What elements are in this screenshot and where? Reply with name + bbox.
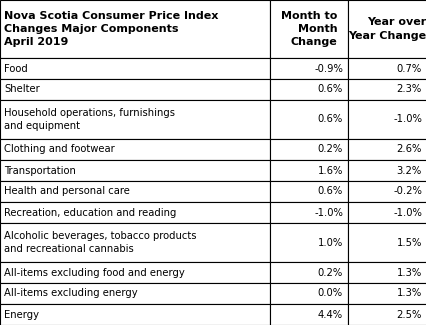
Bar xyxy=(347,79,426,100)
Text: Transportation: Transportation xyxy=(4,165,76,176)
Bar xyxy=(347,202,426,223)
Text: Alcoholic beverages, tobacco products
and recreational cannabis: Alcoholic beverages, tobacco products an… xyxy=(4,231,196,254)
Text: 4.4%: 4.4% xyxy=(317,309,342,319)
Bar xyxy=(347,304,426,325)
Text: Clothing and footwear: Clothing and footwear xyxy=(4,145,115,154)
Bar xyxy=(0,79,269,100)
Bar xyxy=(269,262,347,283)
Bar xyxy=(347,283,426,304)
Bar xyxy=(347,100,426,139)
Bar xyxy=(0,160,269,181)
Text: 0.2%: 0.2% xyxy=(317,267,342,278)
Bar xyxy=(0,100,269,139)
Text: All-items excluding energy: All-items excluding energy xyxy=(4,289,137,298)
Bar xyxy=(347,0,426,58)
Text: 1.0%: 1.0% xyxy=(317,238,342,248)
Text: 2.5%: 2.5% xyxy=(396,309,421,319)
Bar xyxy=(269,0,347,58)
Text: 0.6%: 0.6% xyxy=(317,187,342,197)
Bar xyxy=(269,100,347,139)
Bar xyxy=(269,139,347,160)
Bar xyxy=(347,181,426,202)
Text: Food: Food xyxy=(4,63,28,73)
Bar xyxy=(0,223,269,262)
Bar xyxy=(269,58,347,79)
Bar xyxy=(0,283,269,304)
Text: Month to
Month
Change: Month to Month Change xyxy=(280,11,337,47)
Bar xyxy=(0,139,269,160)
Bar xyxy=(0,304,269,325)
Text: -0.9%: -0.9% xyxy=(314,63,342,73)
Text: 0.0%: 0.0% xyxy=(317,289,342,298)
Text: -0.2%: -0.2% xyxy=(392,187,421,197)
Bar xyxy=(269,160,347,181)
Bar xyxy=(269,304,347,325)
Text: 2.3%: 2.3% xyxy=(396,84,421,95)
Bar xyxy=(0,181,269,202)
Bar xyxy=(347,139,426,160)
Text: Year over
Year Change: Year over Year Change xyxy=(348,18,426,41)
Bar xyxy=(0,0,269,58)
Bar xyxy=(0,262,269,283)
Bar xyxy=(269,79,347,100)
Text: 2.6%: 2.6% xyxy=(396,145,421,154)
Text: 1.3%: 1.3% xyxy=(396,289,421,298)
Bar xyxy=(269,223,347,262)
Bar xyxy=(269,181,347,202)
Text: -1.0%: -1.0% xyxy=(392,114,421,124)
Bar xyxy=(0,58,269,79)
Text: 0.2%: 0.2% xyxy=(317,145,342,154)
Text: 0.6%: 0.6% xyxy=(317,114,342,124)
Text: 1.3%: 1.3% xyxy=(396,267,421,278)
Text: All-items excluding food and energy: All-items excluding food and energy xyxy=(4,267,184,278)
Text: 0.7%: 0.7% xyxy=(396,63,421,73)
Bar xyxy=(0,202,269,223)
Text: 0.6%: 0.6% xyxy=(317,84,342,95)
Text: Shelter: Shelter xyxy=(4,84,40,95)
Text: 1.5%: 1.5% xyxy=(396,238,421,248)
Bar xyxy=(347,262,426,283)
Text: -1.0%: -1.0% xyxy=(392,207,421,217)
Bar xyxy=(347,223,426,262)
Text: Nova Scotia Consumer Price Index
Changes Major Components
April 2019: Nova Scotia Consumer Price Index Changes… xyxy=(4,11,218,47)
Bar xyxy=(347,58,426,79)
Text: 3.2%: 3.2% xyxy=(396,165,421,176)
Bar xyxy=(269,283,347,304)
Text: -1.0%: -1.0% xyxy=(314,207,342,217)
Text: Health and personal care: Health and personal care xyxy=(4,187,130,197)
Text: Recreation, education and reading: Recreation, education and reading xyxy=(4,207,176,217)
Text: Household operations, furnishings
and equipment: Household operations, furnishings and eq… xyxy=(4,108,175,131)
Text: Energy: Energy xyxy=(4,309,39,319)
Bar xyxy=(347,160,426,181)
Bar xyxy=(269,202,347,223)
Text: 1.6%: 1.6% xyxy=(317,165,342,176)
